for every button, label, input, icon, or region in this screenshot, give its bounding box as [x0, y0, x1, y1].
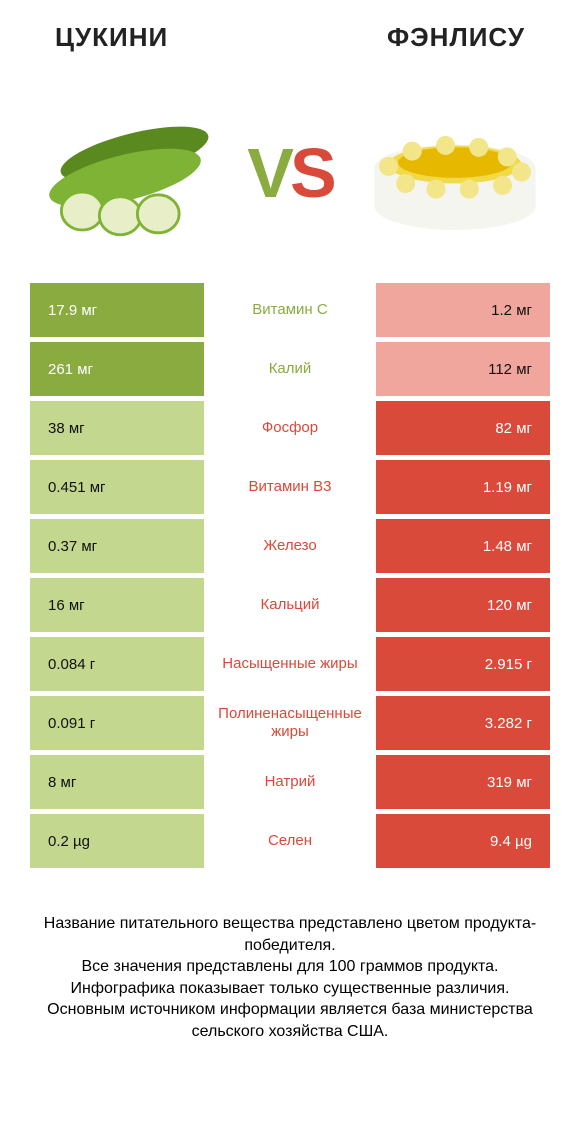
vs-s: S [290, 133, 333, 213]
table-row: 38 мгФосфор82 мг [30, 401, 550, 455]
vs-v: V [247, 133, 290, 213]
left-value: 0.37 мг [30, 519, 204, 573]
left-value: 0.2 µg [30, 814, 204, 868]
left-value: 261 мг [30, 342, 204, 396]
left-value: 0.084 г [30, 637, 204, 691]
header: ЦУКИНИ ФЭНЛИСУ [0, 0, 580, 53]
right-value: 9.4 µg [376, 814, 550, 868]
nutrient-name: Калий [204, 342, 375, 396]
zucchini-icon [30, 98, 220, 248]
right-value: 2.915 г [376, 637, 550, 691]
right-value: 112 мг [376, 342, 550, 396]
right-product-title: ФЭНЛИСУ [387, 22, 525, 53]
right-value: 1.48 мг [376, 519, 550, 573]
table-row: 0.37 мгЖелезо1.48 мг [30, 519, 550, 573]
nutrient-name: Селен [204, 814, 375, 868]
right-value: 82 мг [376, 401, 550, 455]
footer-line: Все значения представлены для 100 граммо… [28, 956, 552, 978]
nutrient-name: Витамин C [204, 283, 375, 337]
comparison-table: 17.9 мгВитамин C1.2 мг261 мгКалий112 мг3… [0, 283, 580, 868]
left-value: 0.451 мг [30, 460, 204, 514]
footer-line: Основным источником информации является … [28, 999, 552, 1042]
left-value: 8 мг [30, 755, 204, 809]
footer-note: Название питательного вещества представл… [0, 873, 580, 1043]
right-value: 319 мг [376, 755, 550, 809]
nutrient-name: Кальций [204, 578, 375, 632]
table-row: 0.091 гПолиненасыщенные жиры3.282 г [30, 696, 550, 750]
nutrient-name: Витамин B3 [204, 460, 375, 514]
table-row: 17.9 мгВитамин C1.2 мг [30, 283, 550, 337]
left-product-title: ЦУКИНИ [55, 22, 168, 53]
left-value: 38 мг [30, 401, 204, 455]
left-value: 0.091 г [30, 696, 204, 750]
nutrient-name: Насыщенные жиры [204, 637, 375, 691]
right-value: 3.282 г [376, 696, 550, 750]
table-row: 0.084 гНасыщенные жиры2.915 г [30, 637, 550, 691]
nutrient-name: Полиненасыщенные жиры [204, 696, 375, 750]
nutrient-name: Железо [204, 519, 375, 573]
table-row: 16 мгКальций120 мг [30, 578, 550, 632]
left-value: 17.9 мг [30, 283, 204, 337]
nutrient-name: Фосфор [204, 401, 375, 455]
vs-label: VS [247, 133, 332, 213]
table-row: 0.451 мгВитамин B31.19 мг [30, 460, 550, 514]
cake-icon [360, 98, 550, 248]
table-row: 261 мгКалий112 мг [30, 342, 550, 396]
footer-line: Инфографика показывает только существенн… [28, 978, 552, 1000]
right-value: 120 мг [376, 578, 550, 632]
nutrient-name: Натрий [204, 755, 375, 809]
images-row: VS [0, 53, 580, 283]
table-row: 8 мгНатрий319 мг [30, 755, 550, 809]
footer-line: Название питательного вещества представл… [28, 913, 552, 956]
right-value: 1.19 мг [376, 460, 550, 514]
left-value: 16 мг [30, 578, 204, 632]
table-row: 0.2 µgСелен9.4 µg [30, 814, 550, 868]
right-value: 1.2 мг [376, 283, 550, 337]
